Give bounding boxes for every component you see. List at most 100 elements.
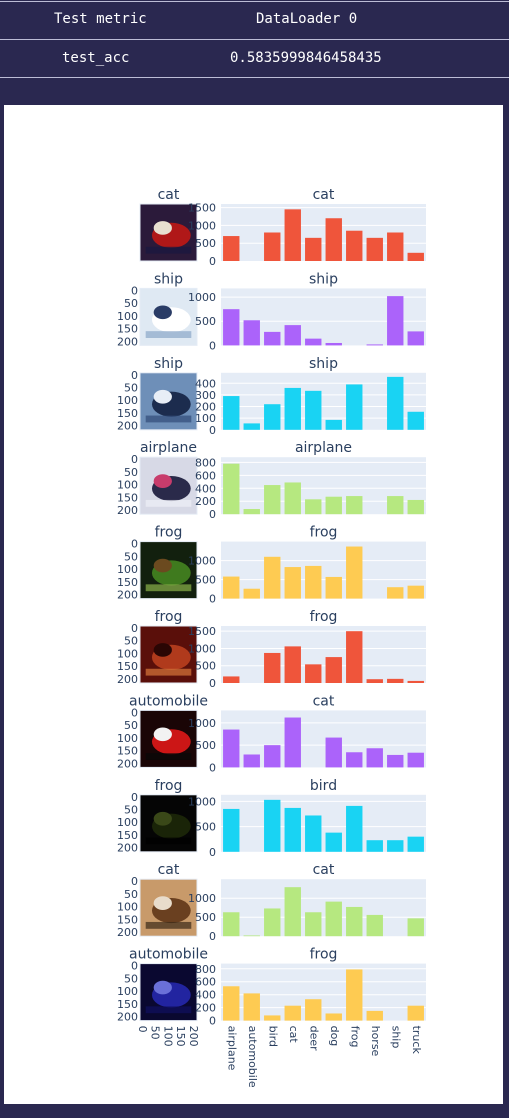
- bar-bird: [264, 556, 281, 599]
- pred-label-title: ship: [309, 271, 338, 287]
- bar-truck: [407, 585, 424, 599]
- bar-cat: [284, 646, 301, 683]
- bar-automobile: [243, 588, 260, 599]
- class-tick-label: dog: [328, 1026, 341, 1047]
- bar-truck: [407, 252, 424, 261]
- bar-ship: [387, 754, 404, 768]
- sample-image: [139, 456, 198, 515]
- table-top-rule: [0, 1, 509, 2]
- bar-y-tick-label: 1000: [188, 642, 216, 655]
- image-frame: [139, 794, 198, 853]
- bar-y-tick-label: 200: [195, 495, 216, 508]
- image-frame: [139, 456, 198, 515]
- pred-label-title: ship: [309, 356, 338, 372]
- image-y-tick-label: 50: [124, 635, 138, 648]
- bar-y-tick-label: 500: [195, 821, 216, 834]
- image-frame: [139, 541, 198, 600]
- bar-dog: [325, 832, 342, 852]
- bar-cat: [284, 887, 301, 937]
- class-tick-label: automobile: [246, 1026, 259, 1088]
- class-tick-label: frog: [348, 1026, 361, 1048]
- image-y-tick-label: 0: [131, 369, 138, 382]
- bar-cat: [284, 807, 301, 852]
- sample-image: [139, 287, 198, 346]
- image-y-tick-label: 0: [131, 453, 138, 466]
- image-x-tick-label: 200: [187, 1026, 200, 1047]
- bar-bird: [264, 485, 281, 515]
- bar-automobile: [243, 993, 260, 1021]
- true-label-title: frog: [155, 778, 183, 794]
- bar-automobile: [243, 423, 260, 430]
- true-label-title: automobile: [129, 693, 208, 709]
- image-frame: [139, 878, 198, 937]
- image-y-tick-label: 100: [117, 647, 138, 660]
- header-test-metric: Test metric: [54, 11, 147, 27]
- true-label-title: frog: [155, 609, 183, 625]
- bar-horse: [366, 840, 383, 852]
- bar-horse: [366, 344, 383, 346]
- bar-y-tick-label: 0: [209, 846, 216, 859]
- image-y-tick-label: 50: [124, 972, 138, 985]
- bar-horse: [366, 748, 383, 768]
- image-y-tick-label: 100: [117, 563, 138, 576]
- bar-y-tick-label: 0: [209, 339, 216, 352]
- image-y-tick-label: 100: [117, 394, 138, 407]
- image-y-tick-label: 150: [117, 913, 138, 926]
- image-y-tick-label: 0: [131, 284, 138, 297]
- bar-automobile: [243, 320, 260, 346]
- bar-bird: [264, 908, 281, 937]
- image-y-tick-label: 0: [131, 706, 138, 719]
- bar-truck: [407, 836, 424, 852]
- bar-dog: [325, 576, 342, 599]
- pred-label-title: cat: [313, 693, 335, 709]
- image-highlight: [153, 727, 172, 742]
- bar-y-tick-label: 0: [209, 1015, 216, 1028]
- image-y-tick-label: 200: [117, 673, 138, 686]
- image-y-tick-label: 100: [117, 901, 138, 914]
- bar-frog: [346, 230, 363, 261]
- bar-truck: [407, 1005, 424, 1021]
- bar-ship: [387, 232, 404, 261]
- image-x-tick-label: 150: [174, 1026, 187, 1047]
- image-shadow: [145, 668, 192, 676]
- bar-automobile: [243, 754, 260, 768]
- true-label-title: automobile: [129, 947, 208, 963]
- bar-frog: [346, 969, 363, 1021]
- bar-cat: [284, 717, 301, 768]
- bar-y-tick-label: 0: [209, 930, 216, 943]
- bar-y-tick-label: 500: [195, 739, 216, 752]
- bar-ship: [387, 376, 404, 430]
- bar-dog: [325, 1013, 342, 1021]
- bar-y-tick-label: 0: [209, 255, 216, 268]
- pred-label-title: airplane: [295, 440, 352, 456]
- bar-dog: [325, 657, 342, 683]
- bar-automobile: [243, 509, 260, 515]
- bar-dog: [325, 496, 342, 515]
- table-header-rule: [0, 39, 509, 40]
- bar-airplane: [223, 676, 240, 683]
- sample-image: [139, 372, 198, 431]
- bar-y-tick-label: 400: [195, 482, 216, 495]
- image-shadow: [145, 1006, 192, 1014]
- image-x-tick-label: 100: [161, 1026, 174, 1047]
- class-tick-label: horse: [369, 1026, 382, 1057]
- sample-image: [139, 625, 198, 684]
- bar-bird: [264, 799, 281, 852]
- bar-cat: [284, 1005, 301, 1021]
- bar-deer: [305, 338, 322, 346]
- image-frame: [139, 709, 198, 768]
- pred-label-title: bird: [310, 778, 337, 794]
- image-y-tick-label: 0: [131, 622, 138, 635]
- bar-cat: [284, 325, 301, 346]
- image-y-tick-label: 50: [124, 297, 138, 310]
- bar-dog: [325, 737, 342, 768]
- bar-y-tick-label: 1000: [188, 795, 216, 808]
- bar-y-tick-label: 600: [195, 469, 216, 482]
- bar-y-tick-label: 500: [195, 237, 216, 250]
- sample-image: [139, 878, 198, 937]
- plot-output-panel: cat cat 0 500 1000 1500 ship 0 50 100 150 200 ship 0 5…: [4, 105, 503, 1104]
